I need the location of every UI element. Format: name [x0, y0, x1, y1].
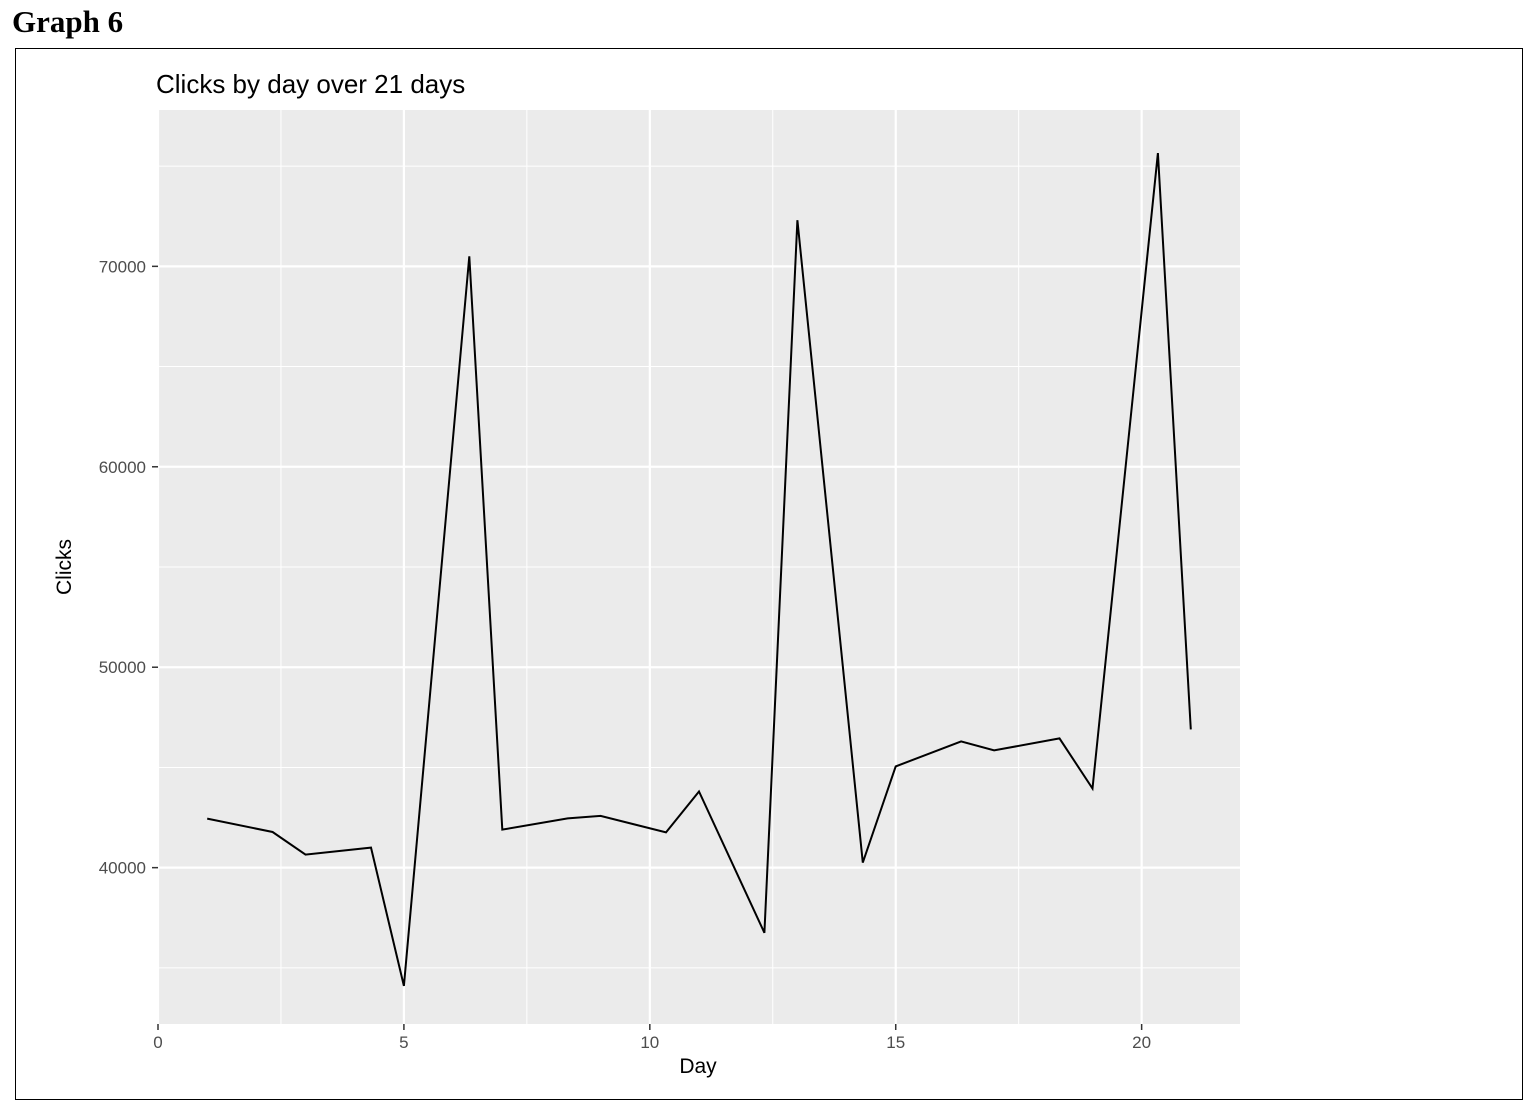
y-tick-label: 60000 — [99, 458, 146, 477]
series-line — [206, 152, 1192, 987]
minor-gridlines — [158, 110, 1240, 1024]
figure-frame — [15, 48, 1523, 1100]
major-gridlines — [156, 110, 1240, 1024]
x-tick-label: 5 — [399, 1033, 408, 1052]
x-tick-label: 15 — [886, 1033, 905, 1052]
x-tick-label: 20 — [1132, 1033, 1151, 1052]
y-tick-label: 40000 — [99, 859, 146, 878]
x-tick-label: 10 — [640, 1033, 659, 1052]
y-axis-title: Clicks — [53, 539, 76, 595]
x-tick-label: 0 — [153, 1033, 162, 1052]
page-heading: Graph 6 — [12, 4, 124, 39]
y-tick-label: 70000 — [99, 257, 146, 276]
y-tick-label: 50000 — [99, 658, 146, 677]
chart-title: Clicks by day over 21 days — [156, 69, 465, 99]
axis-ticks — [152, 265, 1143, 1030]
tick-labels: 0 5 10 15 20 40000 50000 60000 70000 — [99, 257, 1151, 1052]
series-group — [206, 152, 1192, 987]
x-axis-title: Day — [679, 1055, 717, 1078]
